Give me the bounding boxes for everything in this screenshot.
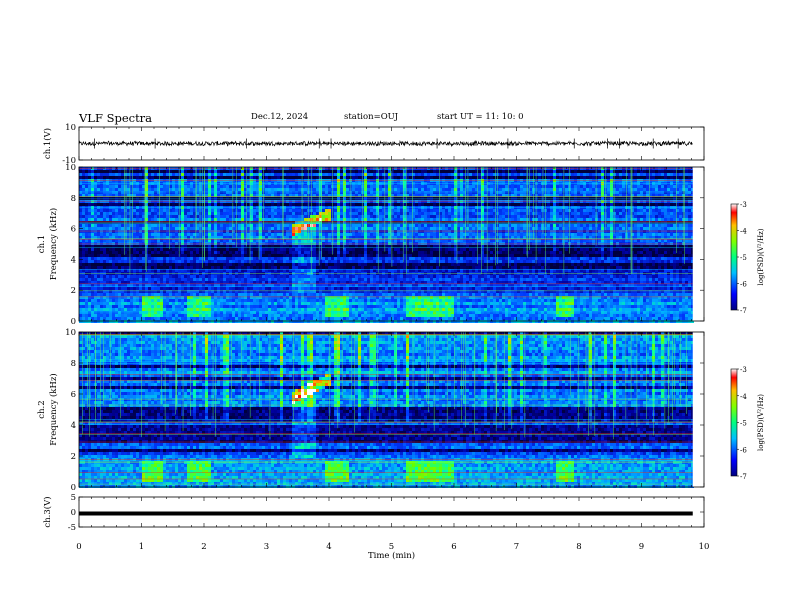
ch2-spectrogram-cbtick--4: -4 <box>740 393 747 401</box>
ch1-spectrogram-image <box>79 167 704 323</box>
xtick-9: 9 <box>639 542 644 552</box>
ch2-spectrogram-ytick-0: 0 <box>71 483 76 493</box>
ch1-waveform-trace <box>78 139 693 148</box>
ch1-waveform-ylabel: ch.1(V) <box>42 128 53 159</box>
ch1-spectrogram-cbtick--4: -4 <box>740 228 747 236</box>
ch2-spectrogram-ytick-10: 10 <box>65 328 76 338</box>
xtick-3: 3 <box>264 542 269 552</box>
start-time-label: start UT = 11: 10: 0 <box>437 112 524 122</box>
xaxis-label: Time (min) <box>368 550 415 561</box>
ch2-spectrogram-cbtick--6: -6 <box>740 446 747 454</box>
ch1-spectrogram-cbtick--3: -3 <box>740 201 747 209</box>
xtick-1: 1 <box>139 542 144 552</box>
ch2-spectrogram-ytick-2: 2 <box>71 452 76 462</box>
ch2-spectrogram-ytick-4: 4 <box>71 421 76 431</box>
ch1-spectrogram-ytick-4: 4 <box>71 255 76 265</box>
ch2-spectrogram-ylabel: ch.2 <box>37 400 47 418</box>
xtick-4: 4 <box>326 542 331 552</box>
ch1-spectrogram-cbtick--5: -5 <box>740 254 747 262</box>
xtick-6: 6 <box>451 542 456 552</box>
ch2-spectrogram-ylabel2: Frequency (kHz) <box>48 373 59 445</box>
ch1-spectrogram-cbtick--7: -7 <box>740 307 747 315</box>
ch3-waveform-ytick-5: 5 <box>71 493 76 503</box>
xtick-5: 5 <box>389 542 394 552</box>
ch1-spectrogram-cblabel: log(PSD)(V²/Hz) <box>757 228 765 285</box>
ch1-spectrogram-colorbar <box>730 203 738 311</box>
chart-title: VLF Spectra <box>79 111 152 125</box>
ch1-spectrogram-cbtick--6: -6 <box>740 281 747 289</box>
xtick-10: 10 <box>699 542 710 552</box>
ch2-spectrogram-colorbar <box>730 368 738 477</box>
date-label: Dec.12, 2024 <box>251 112 308 122</box>
ch2-spectrogram-cbtick--3: -3 <box>740 366 747 374</box>
ch1-spectrogram-ytick-2: 2 <box>71 286 76 296</box>
ch1-spectrogram-ytick-10: 10 <box>65 163 76 173</box>
xtick-0: 0 <box>76 542 81 552</box>
ch3-waveform-ytick-0: 0 <box>71 508 76 518</box>
station-label: station=OUJ <box>344 112 398 122</box>
ch3-waveform-ytick--5: -5 <box>68 523 76 533</box>
ch2-spectrogram-cbtick--7: -7 <box>740 473 747 481</box>
ch1-spectrogram-ytick-8: 8 <box>71 194 76 204</box>
ch3-waveform-ylabel: ch.3(V) <box>42 496 53 527</box>
ch1-waveform-ytick--10: -10 <box>62 156 76 166</box>
ch1-spectrogram-ytick-0: 0 <box>71 317 76 327</box>
xtick-8: 8 <box>576 542 581 552</box>
ch2-spectrogram-ytick-8: 8 <box>71 359 76 369</box>
ch1-waveform-ytick-10: 10 <box>65 123 76 133</box>
ch1-spectrogram-ylabel: ch.1 <box>37 235 47 253</box>
ch2-spectrogram-cbtick--5: -5 <box>740 420 747 428</box>
ch2-spectrogram-ytick-6: 6 <box>71 390 76 400</box>
ch2-spectrogram-image <box>79 332 704 488</box>
xtick-2: 2 <box>201 542 206 552</box>
ch1-spectrogram-ytick-6: 6 <box>71 225 76 235</box>
ch1-spectrogram-ylabel2: Frequency (kHz) <box>48 208 59 280</box>
xtick-7: 7 <box>514 542 519 552</box>
ch2-spectrogram-cblabel: log(PSD)(V²/Hz) <box>757 394 765 451</box>
